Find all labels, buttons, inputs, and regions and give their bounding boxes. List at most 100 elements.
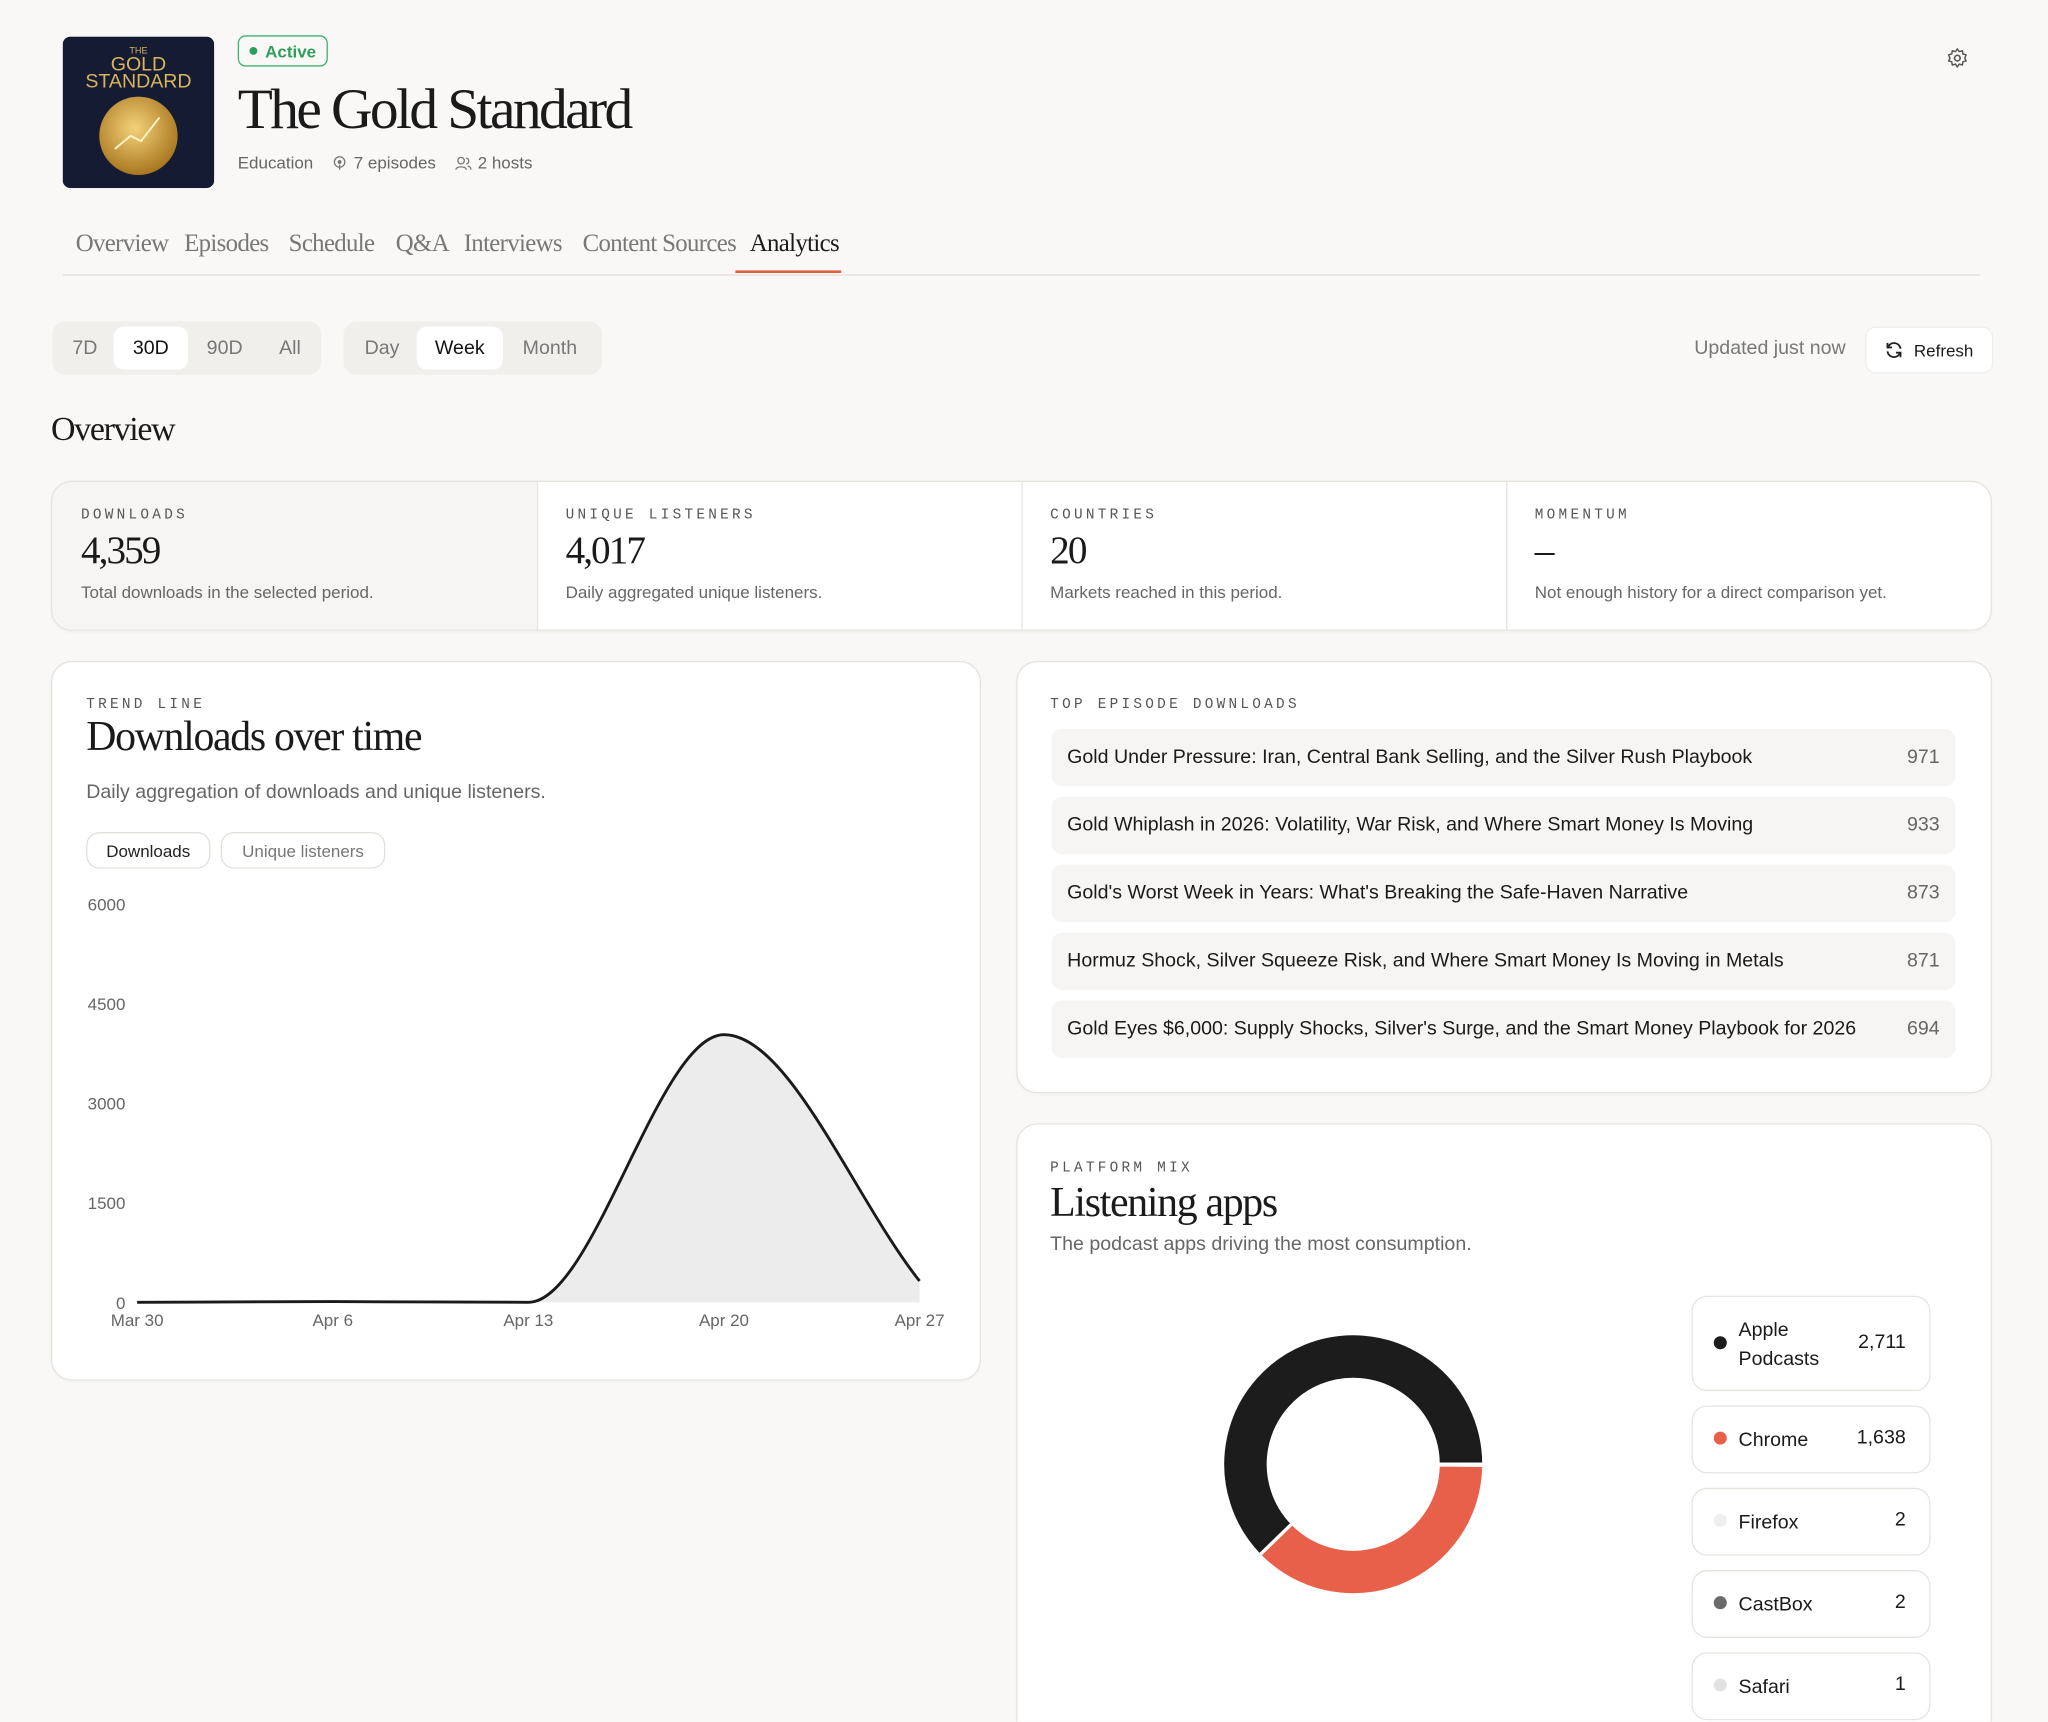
legend-value: 1,638 — [1856, 1426, 1906, 1449]
x-tick-label: Apr 13 — [503, 1311, 553, 1330]
line — [137, 1033, 921, 1304]
x-tick-label: Apr 20 — [699, 1311, 749, 1330]
status-text: Active — [265, 41, 317, 61]
stat-label: COUNTRIES — [1050, 508, 1158, 524]
legend-item[interactable] — [1691, 1487, 1931, 1556]
chart-title: Listening apps — [1050, 1178, 1278, 1226]
y-tick-label: 1500 — [88, 1194, 126, 1213]
stat-description: Markets reached in this period. — [1050, 582, 1283, 603]
filter-option[interactable]: Week — [416, 326, 503, 370]
legend-item[interactable] — [1691, 1405, 1931, 1474]
trend-chart: 0 1500 3000 4500 6000 Mar 30 Apr 6 Apr 13 Apr 20… — [88, 895, 945, 1330]
episode-row — [1051, 1000, 1956, 1059]
tab[interactable]: Episodes — [184, 229, 269, 258]
stat-divider — [1021, 481, 1023, 630]
tab[interactable]: Overview — [75, 229, 169, 258]
legend-swatch — [1713, 1596, 1727, 1610]
stat-value: 4,017 — [565, 529, 646, 573]
tab[interactable]: Schedule — [288, 229, 375, 258]
filter-option[interactable]: Month — [522, 336, 578, 360]
legend-item[interactable] — [1691, 1570, 1931, 1638]
hosts: 2 hosts — [477, 152, 533, 173]
episode-row — [1051, 932, 1956, 991]
stat-label: UNIQUE LISTENERS — [565, 508, 756, 524]
x-tick-label: Apr 6 — [312, 1311, 353, 1330]
episode-downloads: 871 — [1907, 949, 1940, 972]
stat-divider — [1506, 481, 1508, 630]
stat-description: Not enough history for a direct comparis… — [1534, 582, 1887, 603]
chart-subtitle: The podcast apps driving the most consum… — [1050, 1233, 1472, 1256]
podcast-title: The Gold Standard — [237, 77, 634, 142]
tab[interactable]: Q&A — [395, 229, 450, 258]
stat-value: 20 — [1050, 529, 1087, 573]
legend-label: Chrome — [1738, 1428, 1809, 1452]
cover-art: THE GOLD STANDARD — [62, 36, 215, 189]
category: Education — [237, 152, 314, 173]
legend-value: 2,711 — [1858, 1330, 1906, 1353]
donut-segment — [1257, 1463, 1486, 1597]
stat-description: Daily aggregated unique listeners. — [565, 582, 823, 603]
y-tick-label: 4500 — [88, 995, 126, 1014]
legend-swatch — [1713, 1513, 1727, 1527]
stat-description: Total downloads in the selected period. — [80, 582, 374, 603]
kicker: TOP EPISODE DOWNLOADS — [1050, 697, 1300, 714]
refresh-label: Refresh — [1913, 340, 1974, 360]
legend-value: 1 — [1894, 1673, 1906, 1696]
divider — [62, 274, 1981, 276]
donut-chart — [1221, 1332, 1486, 1597]
legend-label: Firefox — [1738, 1511, 1799, 1534]
toggle[interactable]: Unique listeners — [220, 832, 386, 869]
legend-value: 2 — [1894, 1508, 1906, 1531]
episode-title: Gold Whiplash in 2026: Volatility, War R… — [1067, 813, 1754, 836]
area — [137, 1034, 920, 1303]
episodes: 7 episodes — [353, 152, 436, 173]
chart-title: Downloads over time — [86, 711, 422, 759]
episode-row — [1051, 864, 1956, 923]
episode-downloads: 873 — [1907, 881, 1940, 904]
y-tick-label: 0 — [116, 1294, 125, 1313]
episode-row — [1051, 728, 1956, 787]
cover-text: GOLD — [111, 54, 166, 76]
settings-icon[interactable] — [1946, 47, 1968, 69]
updated-status: Updated just now — [1694, 336, 1846, 360]
stats-card: DOWNLOADS 4,359 Total downloads in the sel… — [50, 480, 1992, 631]
filter-option[interactable]: Day — [364, 336, 400, 360]
episode-title: Hormuz Shock, Silver Squeeze Risk, and W… — [1067, 949, 1784, 972]
stat-label: MOMENTUM — [1534, 508, 1630, 524]
meta: Education 7 episodes 2 hosts — [238, 153, 533, 173]
tab[interactable]: Analytics — [749, 229, 840, 258]
status-badge: Active — [237, 35, 328, 67]
section-title: Overview — [50, 410, 176, 449]
stat-highlight — [52, 481, 537, 630]
episode-title: Gold Under Pressure: Iran, Central Bank … — [1067, 745, 1753, 769]
y-tick-label: 6000 — [88, 895, 126, 914]
tab[interactable]: Interviews — [463, 229, 563, 258]
filter-option[interactable]: 7D — [72, 336, 98, 360]
legend-swatch — [1713, 1335, 1727, 1349]
legend-item[interactable] — [1691, 1652, 1931, 1721]
y-tick-label: 3000 — [88, 1095, 126, 1114]
tab[interactable]: Content Sources — [582, 229, 737, 258]
legend-item[interactable] — [1691, 1295, 1931, 1392]
kicker: PLATFORM MIX — [1050, 1161, 1193, 1177]
tab-underline — [735, 270, 842, 273]
episode-title: Gold's Worst Week in Years: What's Break… — [1067, 881, 1689, 904]
legend-swatch — [1713, 1431, 1727, 1445]
filter-option[interactable]: 30D — [113, 326, 189, 370]
legend-swatch — [1713, 1678, 1727, 1692]
cover-text: STANDARD — [85, 71, 191, 93]
toggle[interactable]: Downloads — [86, 832, 211, 869]
filter-option[interactable]: All — [279, 336, 301, 360]
legend-label: Safari — [1738, 1675, 1790, 1699]
x-tick-label: Mar 30 — [111, 1311, 164, 1330]
stat-value: 4,359 — [80, 529, 161, 573]
episode-downloads: 694 — [1907, 1017, 1940, 1040]
episode-downloads: 933 — [1907, 813, 1940, 836]
filter-option[interactable]: 90D — [206, 336, 243, 360]
chart-subtitle: Daily aggregation of downloads and uniqu… — [86, 781, 546, 804]
stat-label: DOWNLOADS — [80, 508, 188, 524]
stat-divider — [536, 481, 539, 630]
refresh-button[interactable]: Refresh — [1865, 326, 1994, 374]
stat-value: – — [1534, 529, 1555, 573]
